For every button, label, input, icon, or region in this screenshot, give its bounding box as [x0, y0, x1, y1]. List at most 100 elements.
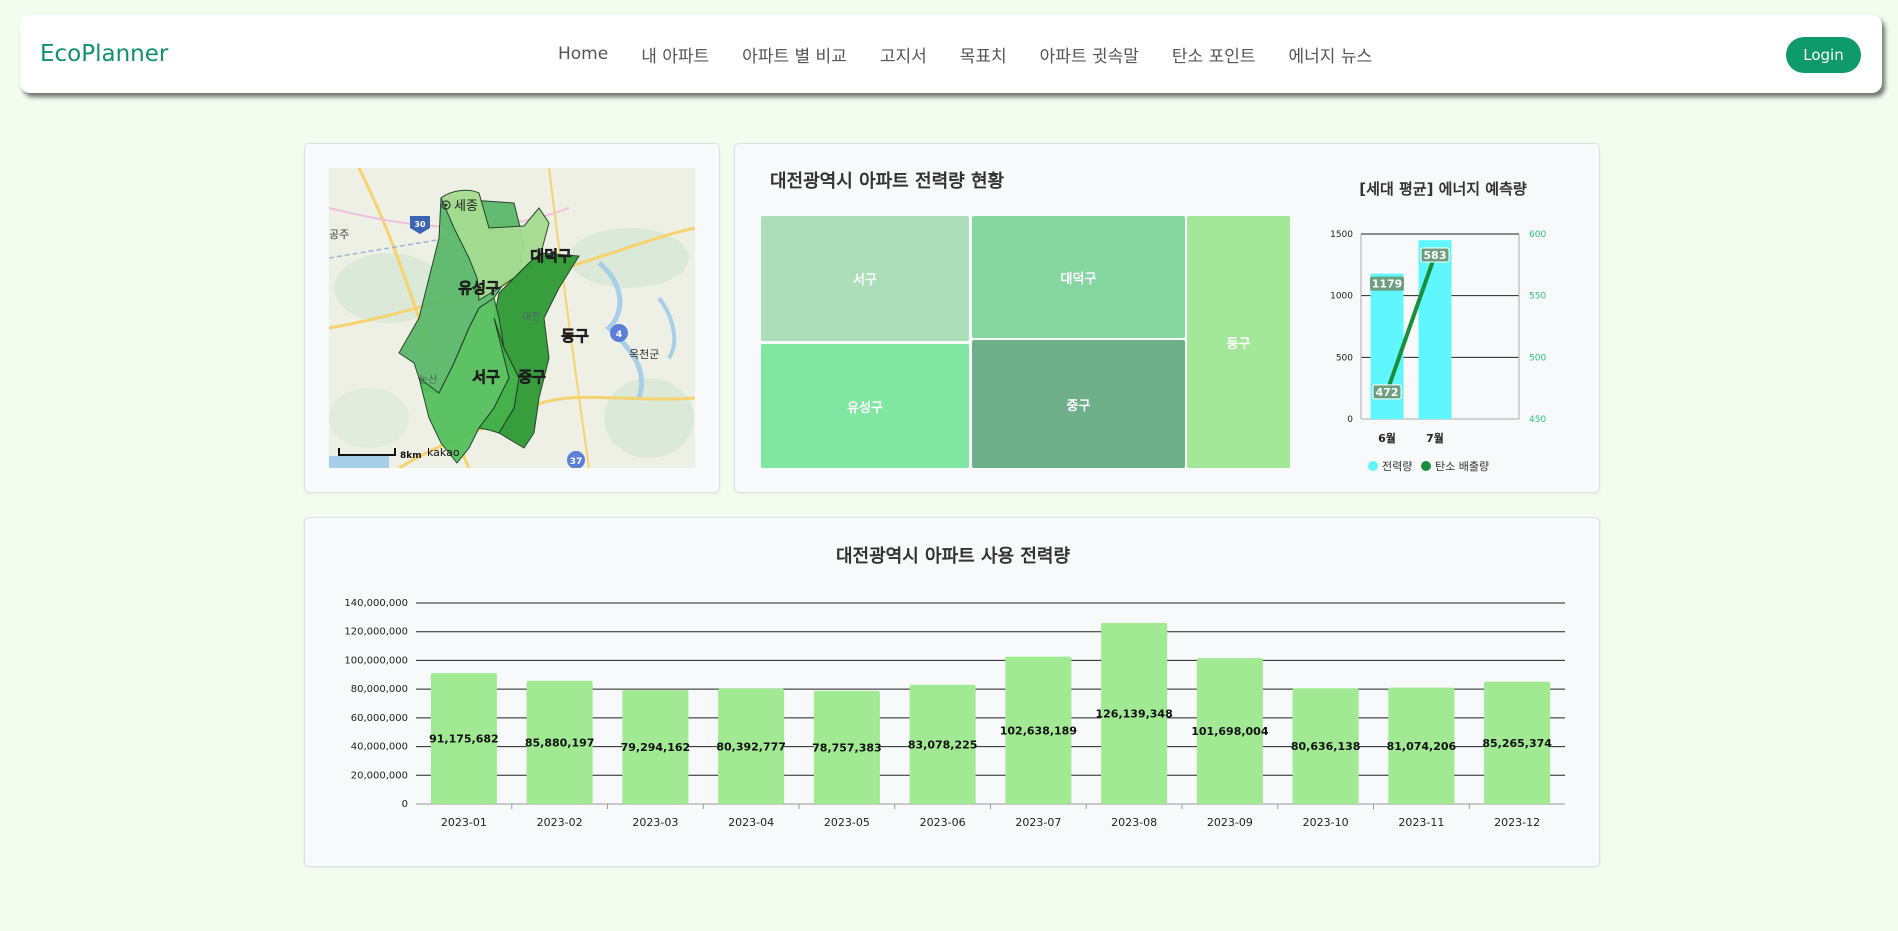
x-tick-label: 2023-02	[537, 816, 583, 829]
bar-value-label: 126,139,348	[1096, 707, 1173, 720]
map-place-sejong: 세종	[454, 199, 478, 214]
nav-carbon-point[interactable]: 탄소 포인트	[1171, 46, 1256, 67]
bar-value-label: 102,638,189	[1000, 724, 1077, 737]
bar-value-label: 83,078,225	[908, 738, 978, 751]
road-shield-icon	[410, 216, 430, 234]
combo-left-tick: 500	[1336, 353, 1353, 363]
y-tick-label: 120,000,000	[344, 627, 408, 638]
x-tick-label: 2023-05	[824, 816, 870, 829]
map-scale-label: 8km	[400, 451, 422, 461]
map-label-jung: 중구	[518, 368, 546, 386]
x-tick-label: 2023-12	[1494, 816, 1540, 829]
bar-2023-09[interactable]	[1196, 657, 1263, 804]
treemap-tile-seo[interactable]: 서구	[761, 216, 969, 341]
combo-line-label-box	[1372, 384, 1402, 400]
login-button[interactable]: Login	[1786, 37, 1861, 73]
map-attribution: kakao	[427, 446, 460, 459]
bar-2023-02[interactable]	[526, 680, 593, 804]
monthly-power-chart: 대전광역시 아파트 사용 전력량 0 20,000,000 40,000,000 60…	[344, 546, 1565, 829]
treemap-tile-yuseong[interactable]: 유성구	[761, 344, 969, 468]
combo-right-tick: 550	[1529, 292, 1546, 302]
x-tick-label: 2023-03	[632, 816, 678, 829]
map-label-seo: 서구	[472, 368, 500, 386]
map-label-dong: 동구	[561, 327, 589, 345]
treemap-title: 대전광역시 아파트 전력량 현황	[770, 171, 1005, 192]
apartment-power-status-card: 대전광역시 아파트 전력량 현황 서구 대덕구 동구 유성구 중구 [세대 평균…	[734, 143, 1600, 493]
combo-line-label: 472	[1376, 386, 1399, 399]
x-tick-label: 2023-09	[1207, 816, 1253, 829]
legend-carbon-label[interactable]: 탄소 배출량	[1435, 460, 1489, 473]
legend-power-label[interactable]: 전력량	[1382, 460, 1412, 473]
bar-value-label: 80,636,138	[1291, 740, 1361, 753]
bar-2023-10[interactable]	[1292, 688, 1359, 804]
x-tick-label: 2023-04	[728, 816, 774, 829]
combo-bar-7월[interactable]	[1418, 240, 1452, 419]
bar-2023-05[interactable]	[813, 690, 880, 804]
top-navbar: EcoPlanner Home 내 아파트 아파트 별 비교 고지서 목표치 아…	[20, 15, 1882, 93]
combo-carbon-line[interactable]	[1385, 254, 1437, 393]
treemap-tile-jung[interactable]: 중구	[972, 340, 1185, 468]
bar-value-label: 85,265,374	[1482, 737, 1552, 750]
map-place-nonsan: 논산	[419, 374, 437, 386]
combo-bar-label-box	[1370, 276, 1404, 291]
legend-power-marker	[1368, 461, 1378, 471]
road-shield-icon	[567, 451, 585, 468]
bar-2023-03[interactable]	[622, 690, 689, 804]
y-tick-label: 40,000,000	[351, 742, 408, 753]
road-number: 4	[616, 330, 622, 340]
y-tick-label: 140,000,000	[344, 598, 408, 609]
bar-2023-01[interactable]	[430, 673, 497, 804]
y-tick-label: 80,000,000	[351, 684, 408, 695]
combo-bar-label: 1179	[1372, 278, 1403, 291]
map-place-okcheon: 옥천군	[629, 347, 659, 361]
nav-apartment-compare[interactable]: 아파트 별 비교	[742, 46, 847, 67]
nav-my-apartment[interactable]: 내 아파트	[641, 46, 710, 67]
x-tick-label: 2023-10	[1303, 816, 1349, 829]
bar-value-label: 79,294,162	[621, 741, 691, 754]
combo-line-label-box	[1420, 247, 1450, 263]
bar-2023-08[interactable]	[1101, 622, 1168, 804]
bar-2023-06[interactable]	[909, 684, 976, 804]
map-label-yuseong: 유성구	[458, 279, 500, 297]
nav-apartment-whisper[interactable]: 아파트 귓속말	[1039, 46, 1139, 67]
bar-2023-12[interactable]	[1484, 681, 1551, 804]
nav-target[interactable]: 목표치	[959, 46, 1007, 67]
main-menu: Home 내 아파트 아파트 별 비교 고지서 목표치 아파트 귓속말 탄소 포…	[558, 15, 1405, 93]
treemap-tile-daedeok[interactable]: 대덕구	[972, 216, 1185, 338]
road-number: 30	[414, 220, 426, 229]
combo-x-tick: 7월	[1426, 431, 1444, 445]
x-tick-label: 2023-06	[920, 816, 966, 829]
map-scale-bar	[338, 448, 396, 456]
y-tick-label: 0	[402, 799, 408, 810]
district-map[interactable]: 유성구 대덕구 동구 서구 중구 세종 공주 대전 옥천군 논산 30 4 37…	[329, 168, 695, 468]
nav-bill[interactable]: 고지서	[879, 46, 927, 67]
map-place-gongju: 공주	[329, 228, 349, 241]
bar-2023-04[interactable]	[718, 688, 785, 804]
bar-value-label: 91,175,682	[429, 733, 499, 746]
combo-x-tick: 6월	[1378, 431, 1396, 445]
combo-chart-title: [세대 평균] 에너지 예측량	[1359, 180, 1527, 198]
x-tick-label: 2023-08	[1111, 816, 1157, 829]
brand-logo[interactable]: EcoPlanner	[40, 41, 169, 67]
bar-2023-11[interactable]	[1388, 687, 1455, 804]
combo-right-tick: 450	[1529, 415, 1546, 425]
x-tick-label: 2023-07	[1015, 816, 1061, 829]
nav-energy-news[interactable]: 에너지 뉴스	[1288, 46, 1373, 67]
bar-2023-07[interactable]	[1005, 656, 1072, 804]
combo-right-tick: 500	[1529, 353, 1546, 363]
bar-value-label: 80,392,777	[716, 740, 786, 753]
treemap-tile-dong[interactable]: 동구	[1187, 216, 1290, 468]
combo-right-tick: 600	[1529, 230, 1546, 240]
legend-carbon-marker	[1421, 461, 1431, 471]
x-tick-label: 2023-11	[1398, 816, 1444, 829]
energy-forecast-chart: [세대 평균] 에너지 예측량 1179 472 583 0 500 1000 1500…	[1330, 180, 1546, 473]
nav-home[interactable]: Home	[558, 44, 609, 64]
road-shield-icon	[610, 324, 628, 342]
map-label-daedeok: 대덕구	[530, 247, 572, 265]
combo-left-tick: 0	[1347, 415, 1353, 425]
bar-chart-title: 대전광역시 아파트 사용 전력량	[836, 546, 1071, 567]
combo-left-tick: 1500	[1330, 230, 1353, 240]
y-tick-label: 100,000,000	[344, 655, 408, 666]
district-map-card: 유성구 대덕구 동구 서구 중구 세종 공주 대전 옥천군 논산 30 4 37…	[304, 143, 720, 493]
x-tick-label: 2023-01	[441, 816, 487, 829]
